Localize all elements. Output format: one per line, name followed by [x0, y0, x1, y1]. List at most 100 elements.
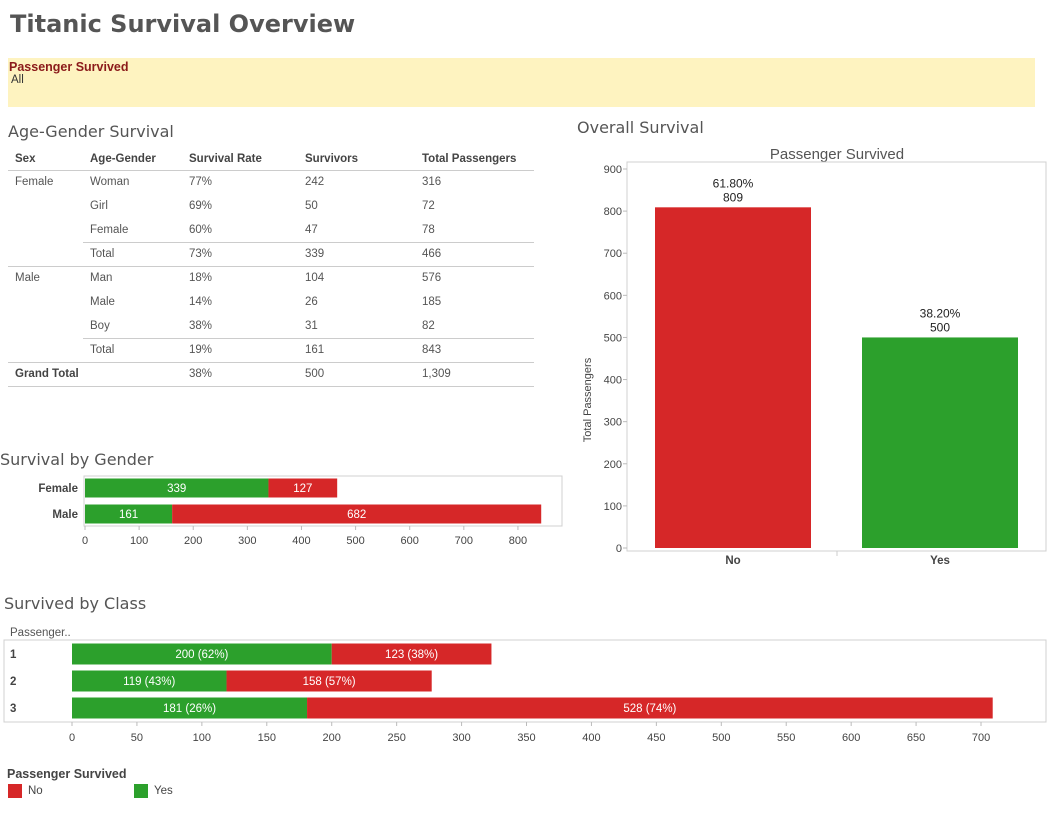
table-header-row: Sex Age-Gender Survival Rate Survivors T… — [8, 148, 534, 171]
class-bar-no[interactable] — [331, 643, 492, 665]
legend-title: Passenger Survived — [7, 767, 127, 781]
gender-bar-yes[interactable] — [85, 478, 269, 498]
age-gender-cell: Woman — [90, 176, 130, 189]
class-category-label: 2 — [10, 676, 16, 688]
class-x-tick-label: 0 — [69, 732, 75, 744]
overall-y-tick-label: 600 — [604, 290, 622, 302]
subtotal-row[interactable]: Total 73% 339 466 — [8, 241, 534, 267]
total-cell: 316 — [422, 176, 442, 189]
overall-bar-percent-label: 61.80% — [713, 176, 754, 190]
survived-filter[interactable]: Passenger Survived All — [8, 58, 1035, 107]
rate-cell: 73% — [182, 241, 298, 267]
table-row[interactable]: Female 60% 47 78 — [8, 218, 534, 242]
class-category-label: 1 — [10, 649, 17, 661]
gender-chart: 0 100 200 300 400 500 600 700 800 Female 339 127 Mal… — [38, 475, 563, 547]
overall-bar-percent-label: 38.20% — [920, 306, 961, 320]
gender-chart-title: Survival by Gender — [0, 450, 154, 469]
total-cell: 843 — [415, 337, 534, 362]
header-total-passengers[interactable]: Total Passengers — [415, 148, 534, 171]
gender-bar-label: 339 — [167, 483, 186, 495]
rate-cell: 19% — [182, 337, 298, 362]
rate-cell: 38% — [182, 361, 298, 387]
overall-y-tick-label: 200 — [604, 459, 622, 471]
class-x-tick-label: 250 — [387, 732, 405, 744]
class-bar-label: 181 (26%) — [163, 703, 216, 715]
gender-x-tick-label: 700 — [455, 535, 473, 547]
sex-cell: Female — [15, 176, 54, 189]
subtotal-label: Total — [83, 241, 182, 267]
overall-chart-subtitle: Passenger Survived — [770, 146, 904, 163]
overall-y-axis-label: Total Passengers — [582, 357, 594, 442]
legend-item-no[interactable]: No — [8, 784, 43, 798]
header-survivors[interactable]: Survivors — [298, 148, 415, 171]
survivors-cell: 26 — [305, 296, 318, 308]
sex-cell: Male — [15, 272, 40, 285]
class-x-tick-label: 200 — [323, 732, 341, 744]
gender-bar-label: 127 — [293, 483, 312, 495]
class-bar-yes[interactable] — [72, 697, 308, 719]
legend-item-yes[interactable]: Yes — [134, 784, 173, 798]
overall-y-tick-label: 500 — [604, 332, 622, 344]
survivors-cell: 31 — [305, 319, 318, 332]
total-cell: 82 — [422, 319, 435, 332]
rate-cell: 14% — [189, 296, 213, 308]
grand-total-row[interactable]: Grand Total 38% 500 1,309 — [8, 361, 534, 387]
gender-bar-no[interactable] — [172, 504, 542, 524]
legend-label-yes: Yes — [154, 785, 173, 797]
subtotal-row[interactable]: Total 19% 161 843 — [8, 337, 534, 362]
table-row[interactable]: Female Woman 77% 242 316 — [8, 170, 534, 194]
total-cell: 466 — [415, 241, 534, 267]
page-title: Titanic Survival Overview — [10, 10, 356, 38]
class-bar-no[interactable] — [307, 697, 993, 719]
legend-label-no: No — [28, 785, 43, 797]
class-bar-yes[interactable] — [72, 643, 332, 665]
table-row[interactable]: Male 14% 26 185 — [8, 290, 534, 314]
overall-bar-count-label: 809 — [723, 190, 743, 204]
total-cell: 78 — [422, 223, 435, 236]
legend: Passenger Survived No Yes — [7, 767, 173, 798]
table-row[interactable]: Girl 69% 50 72 — [8, 194, 534, 218]
survivors-cell: 50 — [305, 200, 318, 212]
class-bar-no[interactable] — [226, 670, 432, 692]
class-chart: 0 50 100 150 200 250 300 350 400 450 500 550 600 650 7… — [3, 639, 1047, 744]
class-plot-frame — [3, 639, 1047, 723]
gender-bar-yes[interactable] — [85, 504, 173, 524]
class-x-tick-label: 500 — [712, 732, 730, 744]
header-age-gender[interactable]: Age-Gender — [83, 148, 182, 171]
gender-bar-no[interactable] — [268, 478, 338, 498]
class-category-label: 3 — [10, 703, 16, 715]
grand-total-label: Grand Total — [8, 361, 182, 387]
age-gender-cell: Girl — [90, 200, 108, 212]
gender-x-tick-label: 0 — [82, 535, 88, 547]
total-cell: 185 — [422, 296, 442, 308]
overall-bar-yes[interactable] — [862, 337, 1018, 548]
class-bar-yes[interactable] — [72, 670, 227, 692]
overall-y-tick-label: 100 — [604, 501, 622, 513]
header-sex[interactable]: Sex — [8, 148, 83, 171]
class-x-tick-label: 550 — [777, 732, 795, 744]
rate-cell: 38% — [189, 319, 213, 332]
rate-cell: 69% — [189, 200, 213, 212]
overall-bar-no[interactable] — [655, 207, 811, 548]
gender-plot-frame — [83, 475, 563, 527]
class-x-tick-label: 300 — [452, 732, 470, 744]
table-row[interactable]: Male Man 18% 104 576 — [8, 266, 534, 290]
filter-title: Passenger Survived — [9, 60, 129, 74]
survivors-cell: 161 — [298, 337, 415, 362]
gender-x-tick-label: 200 — [184, 535, 202, 547]
class-bar-label: 123 (38%) — [385, 649, 438, 661]
overall-y-tick-label: 400 — [604, 375, 622, 387]
class-x-tick-label: 50 — [131, 732, 143, 744]
gender-x-tick-label: 300 — [238, 535, 256, 547]
gender-bar-label: 682 — [347, 509, 366, 521]
table-row[interactable]: Boy 38% 31 82 — [8, 314, 534, 338]
class-bar-label: 158 (57%) — [303, 676, 356, 688]
header-survival-rate[interactable]: Survival Rate — [182, 148, 298, 171]
age-gender-cell: Male — [90, 296, 115, 308]
class-x-tick-label: 150 — [258, 732, 276, 744]
age-gender-cell: Man — [90, 272, 113, 285]
age-gender-cell: Female — [90, 223, 129, 236]
rate-cell: 77% — [189, 176, 213, 189]
filter-value-all[interactable]: All — [11, 74, 24, 86]
class-bar-label: 119 (43%) — [123, 676, 175, 688]
